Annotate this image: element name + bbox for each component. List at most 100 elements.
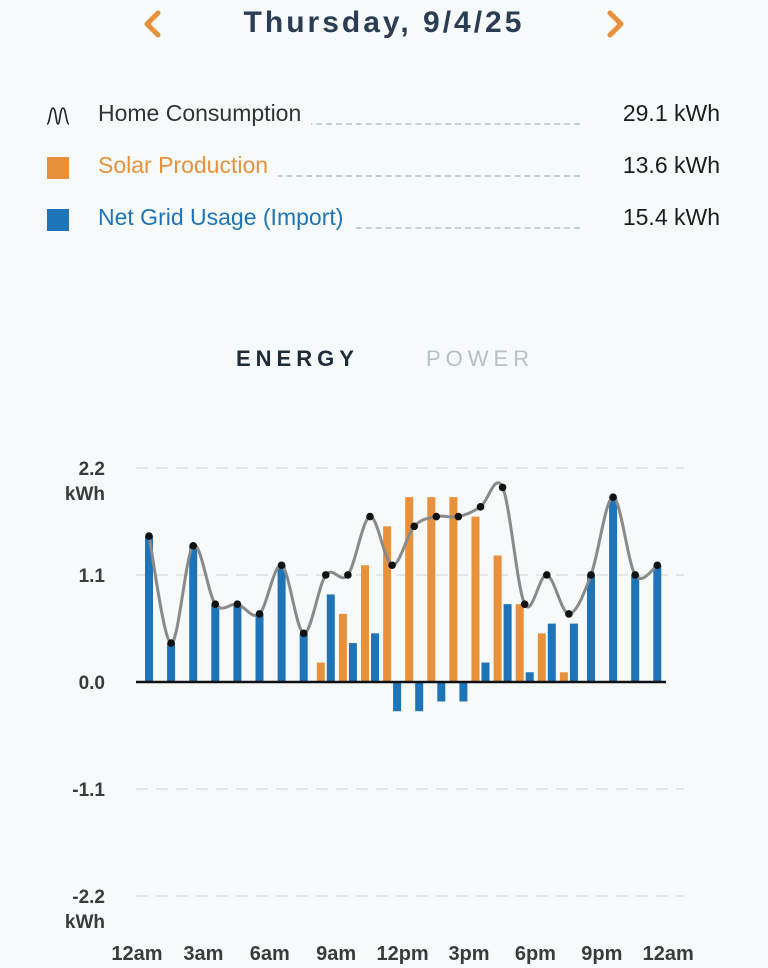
legend-item-net-grid-usage: Net Grid Usage (Import) 15.4 kWh	[40, 200, 730, 252]
grid-bar	[371, 633, 379, 682]
y-tick-label: 2.2	[79, 459, 105, 480]
home-consumption-point	[476, 503, 485, 511]
home-consumption-point	[410, 522, 419, 531]
solar-bar	[427, 497, 436, 682]
grid-bar	[189, 545, 198, 682]
x-tick-label: 3pm	[448, 943, 489, 965]
x-tick-label: 12am	[111, 943, 162, 965]
home-consumption-point	[299, 629, 308, 638]
legend-leader	[98, 123, 580, 125]
home-consumption-point	[543, 571, 551, 579]
grid-bar	[277, 565, 286, 682]
energy-chart: 2.2 kWh 1.1 0.0 -1.1 -2.2 kWh 12am 3am 6am 9am 12pm…	[65, 459, 694, 965]
grid-square-icon	[47, 209, 69, 231]
legend-leader	[98, 175, 580, 177]
chevron-left-icon	[144, 10, 161, 38]
home-consumption-point	[653, 561, 662, 570]
tab-power[interactable]: POWER	[426, 346, 535, 371]
y-tick-label: -2.2	[72, 887, 105, 908]
grid-bar	[145, 536, 153, 682]
chart-mode-tabs: ENERGY POWER	[0, 346, 768, 376]
home-consumption-line	[147, 481, 659, 645]
home-consumption-point	[609, 493, 617, 501]
grid-bar	[587, 574, 595, 682]
home-consumption-point	[322, 571, 330, 579]
legend-label: Net Grid Usage (Import)	[98, 204, 354, 231]
legend-item-solar-production: Solar Production 13.6 kWh	[40, 148, 730, 200]
y-axis-unit-label: kWh	[65, 484, 105, 505]
x-tick-label: 9am	[316, 943, 356, 965]
legend-item-home-consumption: Home Consumption 29.1 kWh	[40, 96, 730, 148]
solar-bar	[405, 497, 414, 682]
solar-bar	[559, 672, 568, 682]
legend-value: 29.1 kWh	[612, 100, 720, 127]
home-consumption-point	[145, 532, 153, 540]
solar-bar	[383, 526, 392, 682]
grid-bar	[653, 565, 662, 682]
grid-bar	[393, 682, 402, 712]
x-tick-label: 6pm	[515, 943, 556, 965]
solar-bar	[471, 516, 480, 682]
grid-bar	[525, 672, 534, 682]
grid-bar	[547, 623, 556, 682]
home-consumption-point	[631, 571, 639, 579]
solar-bar	[449, 497, 458, 682]
grid-bar	[255, 613, 264, 682]
chevron-right-icon	[607, 10, 624, 38]
tab-energy[interactable]: ENERGY	[236, 346, 359, 371]
home-consumption-point	[565, 610, 573, 618]
solar-bar	[537, 633, 546, 682]
solar-square-icon	[47, 157, 69, 179]
grid-bar	[167, 643, 176, 682]
home-consumption-point	[233, 600, 242, 608]
previous-day-button[interactable]	[132, 0, 172, 48]
solar-bar	[316, 662, 325, 682]
grid-bar	[299, 633, 308, 682]
grid-bar	[459, 682, 468, 702]
home-consumption-point	[277, 561, 286, 570]
grid-bar	[503, 604, 512, 682]
x-tick-label: 3am	[183, 943, 223, 965]
x-tick-label: 12pm	[376, 943, 428, 965]
grid-bar	[437, 682, 446, 702]
grid-bar	[481, 662, 490, 682]
home-consumption-point	[432, 512, 441, 521]
home-consumption-point	[454, 512, 463, 521]
legend-label: Solar Production	[98, 152, 279, 179]
grid-bar	[348, 643, 357, 682]
home-consumption-point	[366, 512, 374, 521]
solar-bar	[338, 613, 347, 682]
date-title: Thursday, 9/4/25	[243, 6, 525, 39]
home-consumption-point	[167, 639, 175, 647]
legend-value: 13.6 kWh	[612, 152, 720, 179]
home-consumption-point	[498, 483, 507, 492]
home-consumption-point	[587, 571, 595, 579]
home-consumption-point	[344, 571, 352, 579]
y-axis-unit-label: kWh	[65, 912, 105, 933]
home-consumption-point	[520, 600, 529, 608]
solar-bar	[515, 604, 524, 682]
home-consumption-point	[211, 600, 220, 608]
legend-label: Home Consumption	[98, 100, 312, 127]
legend-value: 15.4 kWh	[612, 204, 720, 231]
x-tick-label: 12am	[643, 943, 694, 965]
date-header: Thursday, 9/4/25	[0, 0, 768, 50]
y-tick-label: 0.0	[79, 673, 105, 694]
x-tick-label: 6am	[250, 943, 290, 965]
y-tick-label: -1.1	[72, 780, 105, 801]
consumption-wave-icon	[46, 107, 70, 125]
grid-bar	[326, 594, 335, 682]
home-consumption-point	[388, 561, 396, 570]
y-tick-label: 1.1	[79, 566, 106, 587]
grid-bar	[233, 604, 242, 682]
legend: Home Consumption 29.1 kWh Solar Producti…	[40, 96, 730, 252]
home-consumption-point	[189, 541, 197, 550]
home-consumption-point	[255, 610, 264, 618]
solar-bar	[493, 555, 502, 682]
grid-bar	[569, 623, 578, 682]
x-tick-label: 9pm	[581, 943, 622, 965]
grid-bar	[415, 682, 424, 712]
grid-bar	[609, 497, 618, 682]
solar-bar	[361, 565, 369, 682]
next-day-button[interactable]	[596, 0, 636, 48]
